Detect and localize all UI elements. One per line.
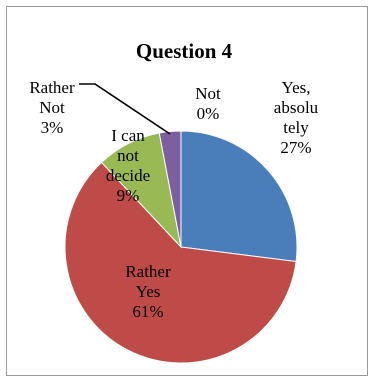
chart-title: Question 4 <box>136 39 233 63</box>
slice-label-yes-absolutely: Yes, absolu tely 27% <box>274 78 319 157</box>
slice-label-i-can-not-decide: I can not decide 9% <box>106 126 150 205</box>
slice-label-rather-not: Rather Not 3% <box>29 78 75 137</box>
slice-label-not: Not 0% <box>195 84 221 123</box>
pie-slice-yes-absolutely <box>180 130 298 263</box>
slice-label-rather-yes: Rather Yes 61% <box>125 262 171 321</box>
pie-slice-rather-not <box>158 130 182 248</box>
leader-line-rather-not <box>79 83 171 135</box>
pie-slice-rather-yes <box>64 161 297 364</box>
